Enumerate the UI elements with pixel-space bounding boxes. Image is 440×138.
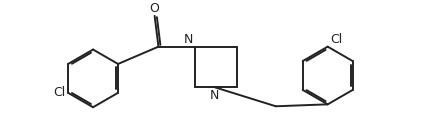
- Text: O: O: [150, 2, 160, 15]
- Text: N: N: [184, 33, 193, 46]
- Text: Cl: Cl: [330, 33, 343, 46]
- Text: N: N: [209, 89, 219, 102]
- Text: Cl: Cl: [53, 86, 65, 99]
